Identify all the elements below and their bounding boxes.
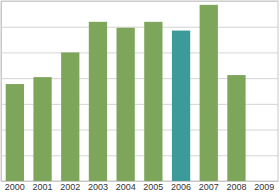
bar [227, 75, 245, 181]
x-tick-label: 2008 [226, 182, 246, 192]
grid-line [1, 52, 278, 53]
chart: 2000 2001 2002 2003 2004 2005 2006 2007 2008 2009 [0, 0, 280, 195]
x-tick: 2009 [254, 182, 274, 192]
x-tick: 2007 [199, 182, 219, 192]
x-axis: 2000 2001 2002 2003 2004 2005 2006 2007 2008 2009 [2, 182, 279, 193]
y-axis [1, 2, 278, 182]
grid-line [1, 27, 278, 28]
bar [61, 52, 79, 181]
x-tick: 2001 [33, 182, 53, 192]
x-tick-label: 2001 [33, 182, 53, 192]
x-tick: 2000 [5, 182, 25, 192]
y-tick [1, 52, 278, 53]
x-tick-label: 2007 [199, 182, 219, 192]
x-tick: 2005 [143, 182, 163, 192]
plot-frame [1, 1, 278, 181]
x-tick: 2006 [171, 182, 191, 192]
x-tick-label: 2009 [254, 182, 274, 192]
bars [6, 5, 246, 181]
y-axis-line [2, 2, 279, 182]
x-tick-label: 2005 [143, 182, 163, 192]
bar [117, 28, 135, 181]
x-tick: 2003 [88, 182, 108, 192]
x-tick-label: 2003 [88, 182, 108, 192]
bar [89, 22, 107, 181]
y-tick [1, 27, 278, 28]
bar [144, 22, 162, 181]
x-tick-label: 2002 [60, 182, 80, 192]
bar [200, 5, 218, 181]
x-tick-label: 2000 [5, 182, 25, 192]
x-tick: 2008 [226, 182, 246, 192]
bar [172, 31, 190, 181]
x-tick: 2004 [116, 182, 136, 192]
bar [6, 84, 24, 181]
x-tick-label: 2004 [116, 182, 136, 192]
bar [33, 77, 51, 181]
x-tick-label: 2006 [171, 182, 191, 192]
plot: 2000 2001 2002 2003 2004 2005 2006 2007 2008 2009 [1, 1, 279, 192]
x-tick: 2002 [60, 182, 80, 192]
